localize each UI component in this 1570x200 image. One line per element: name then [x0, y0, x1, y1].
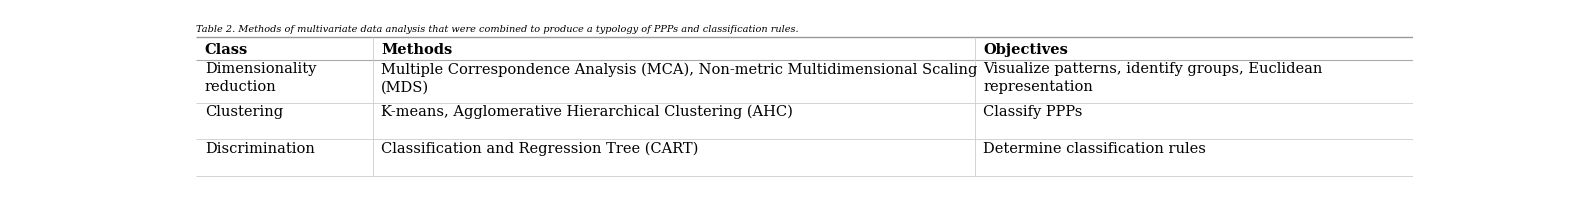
- Text: Objectives: Objectives: [983, 42, 1068, 56]
- Text: Table 2. Methods of multivariate data analysis that were combined to produce a t: Table 2. Methods of multivariate data an…: [196, 25, 799, 34]
- Text: Discrimination: Discrimination: [204, 141, 314, 155]
- Text: Multiple Correspondence Analysis (MCA), Non-metric Multidimensional Scaling
(MDS: Multiple Correspondence Analysis (MCA), …: [382, 62, 978, 94]
- Text: Visualize patterns, identify groups, Euclidean
representation: Visualize patterns, identify groups, Euc…: [983, 62, 1324, 94]
- Text: Determine classification rules: Determine classification rules: [983, 141, 1206, 155]
- Text: K-means, Agglomerative Hierarchical Clustering (AHC): K-means, Agglomerative Hierarchical Clus…: [382, 104, 793, 118]
- Text: Clustering: Clustering: [204, 104, 283, 118]
- Text: Methods: Methods: [382, 42, 452, 56]
- Text: Dimensionality
reduction: Dimensionality reduction: [204, 62, 316, 94]
- Text: Classify PPPs: Classify PPPs: [983, 104, 1083, 118]
- Text: Class: Class: [204, 42, 248, 56]
- Text: Classification and Regression Tree (CART): Classification and Regression Tree (CART…: [382, 141, 699, 155]
